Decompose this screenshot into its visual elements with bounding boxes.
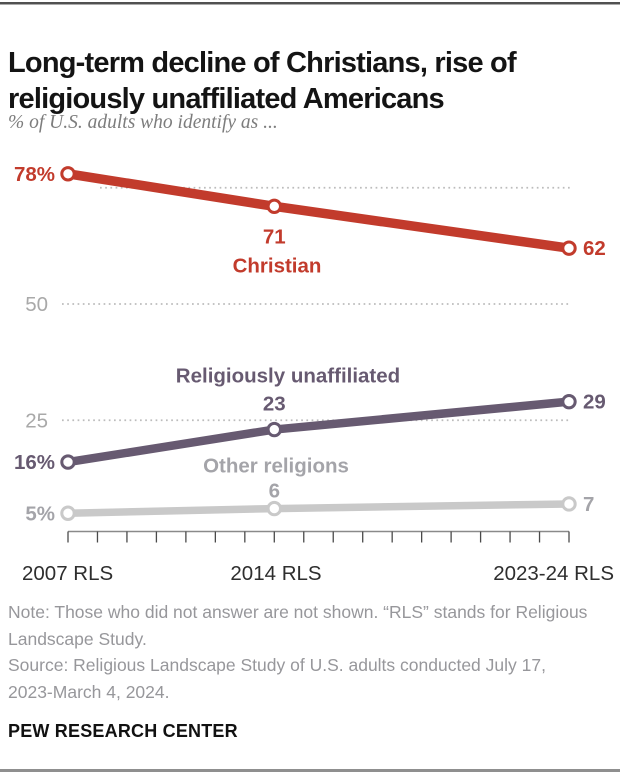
data-point-christian-3 xyxy=(561,240,577,256)
series-label-religiously-unaffiliated: Religiously unaffiliated xyxy=(176,365,400,388)
page-title-line1: Long-term decline of Christians, rise of xyxy=(8,47,517,80)
point-label-christian-first: 78% xyxy=(14,163,55,186)
page-title: Long-term decline of Christians, rise of… xyxy=(8,45,612,117)
data-point-religiously-unaffiliated-3 xyxy=(561,393,577,410)
series-line-religiously-unaffiliated xyxy=(63,397,574,467)
data-point-religiously-unaffiliated-1 xyxy=(60,454,76,470)
data-point-religiously-unaffiliated-2 xyxy=(266,421,282,438)
data-point-other-religions-2 xyxy=(266,500,282,517)
page-title-line2: religiously unaffiliated Americans xyxy=(8,83,445,116)
line-chart: 25 50 2007 RLS 2014 RLS 2023-24 RLS 5% 6 7 Other… xyxy=(14,163,614,585)
point-label-religiously-unaffiliated-last: 29 xyxy=(583,391,606,414)
chart-subtitle: % of U.S. adults who identify as ... xyxy=(8,112,278,133)
note-text: Note: Those who did not answer are not s… xyxy=(8,602,588,649)
series-label-other-religions: Other religions xyxy=(203,455,349,478)
point-label-other-religions-last: 7 xyxy=(583,493,594,516)
series-line-other-religions xyxy=(64,500,573,517)
source-text: Source: Religious Landscape Study of U.S… xyxy=(8,655,546,702)
data-point-other-religions-1 xyxy=(60,505,76,521)
top-rule xyxy=(0,2,620,5)
series-line-christian xyxy=(63,169,574,253)
point-label-christian-last: 62 xyxy=(583,237,606,260)
x-axis-label-1: 2007 RLS xyxy=(22,562,113,585)
point-label-religiously-unaffiliated-mid: 23 xyxy=(263,393,286,416)
x-axis-label-3: 2023-24 RLS xyxy=(493,562,614,585)
point-label-christian-mid: 71 xyxy=(263,225,286,248)
pew-research-center-wordmark: PEW RESEARCH CENTER xyxy=(8,721,238,741)
series-label-christian: Christian xyxy=(233,254,322,277)
y-gridline-label-50: 50 xyxy=(25,293,48,316)
point-label-religiously-unaffiliated-first: 16% xyxy=(14,451,55,474)
data-point-christian-2 xyxy=(266,198,282,215)
point-label-other-religions-first: 5% xyxy=(25,502,55,525)
notes-block: Note: Those who did not answer are not s… xyxy=(8,599,593,705)
x-axis-label-2: 2014 RLS xyxy=(230,562,321,585)
data-point-christian-1 xyxy=(60,166,76,182)
bottom-rule xyxy=(0,769,620,772)
data-point-other-religions-3 xyxy=(561,496,577,512)
point-label-other-religions-mid: 6 xyxy=(269,480,280,503)
y-gridline-label-25: 25 xyxy=(25,409,48,432)
